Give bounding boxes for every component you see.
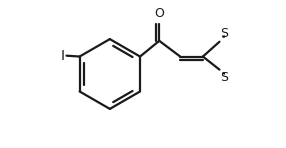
Text: I: I xyxy=(61,49,65,63)
Text: O: O xyxy=(154,7,164,20)
Text: S: S xyxy=(220,27,228,40)
Text: S: S xyxy=(220,71,228,84)
